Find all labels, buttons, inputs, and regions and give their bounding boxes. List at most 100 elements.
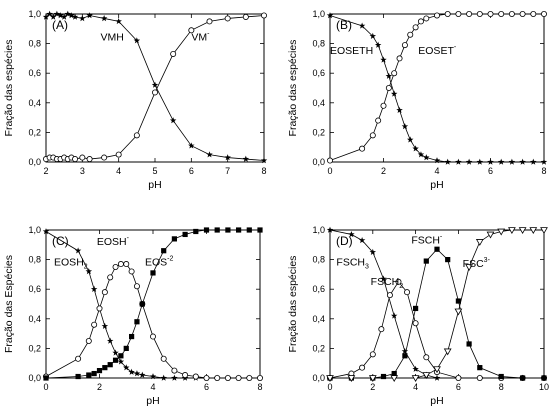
series-circle [43,12,267,163]
data-point-circle [417,18,424,25]
data-point-star [465,158,473,165]
data-point-square [391,370,397,377]
panel-label: (A) [52,18,68,32]
data-point-triangle-down [454,308,463,316]
x-tick-label: 6 [189,166,194,176]
data-point-star [86,12,93,19]
data-point-circle [326,157,333,164]
data-point-star [433,374,441,381]
x-tick-label: 6 [204,382,209,392]
plot-frame [45,13,265,163]
data-point-circle [235,374,242,381]
data-point-star [369,248,377,255]
data-point-square [257,227,263,233]
series-line [45,15,265,160]
data-point-square [107,362,113,368]
data-point-star [358,22,366,29]
data-point-star [423,154,430,161]
x-tick-label: 0 [327,166,332,176]
series-circle [326,278,548,381]
data-point-circle [541,10,548,17]
x-tick-label: 0 [327,382,332,392]
data-point-circle [91,321,98,328]
data-point-star [71,13,79,20]
y-tick-label: 0,6 [28,284,41,294]
data-point-star [358,236,366,244]
data-point-triangle-down [326,375,334,383]
y-tick-label: 0,2 [312,343,325,353]
data-point-triangle-down [443,348,452,356]
species-label: FSCH- [411,233,443,246]
data-point-star [100,15,108,22]
data-point-square [123,345,129,351]
y-axis-title: Fração das espécies [287,256,299,353]
data-point-circle [466,10,473,17]
series-triangle-down [326,227,548,383]
data-point-star [128,368,135,375]
y-tick-label: 0,8 [312,255,325,265]
data-point-square [423,258,429,264]
data-point-circle [133,132,140,139]
data-point-star [151,81,159,88]
data-point-star [133,37,141,44]
data-point-star [476,158,484,165]
panel-b: 0 2 4 6 8 0,0 0,2 0,4 0,6 0,8 1,0 pH Fração das espé… [287,9,548,191]
data-point-circle [171,367,178,374]
data-point-star [401,123,409,130]
x-axis-title: pH [430,179,443,191]
data-point-circle [79,154,86,161]
series-square [43,227,263,381]
data-point-square [171,236,177,242]
species-label: FSC3- [463,257,491,270]
x-tick-label: 4 [434,166,439,176]
data-point-square [150,270,156,276]
x-axis-title: pH [148,179,161,191]
plot-frame [329,229,545,379]
species-label: EOSH- [97,235,130,248]
data-point-triangle-down [465,264,473,272]
data-point-star [42,228,50,235]
data-point-circle [359,145,366,152]
series-circle [43,261,263,381]
data-point-circle [160,355,167,362]
data-point-circle [444,10,451,17]
data-point-square [225,227,231,233]
data-point-star [412,145,419,152]
species-label: FSCH3 [336,257,369,271]
data-point-square [86,372,92,378]
data-point-circle [391,70,398,77]
panel-d: 0 2 4 6 8 10 0,0 0,2 0,4 0,6 0,8 1,0 pH Fração das es… [287,225,549,407]
data-point-star [149,373,157,380]
x-tick-label: 7 [225,166,230,176]
series-star [42,10,268,164]
x-tick-label: 3 [80,166,85,176]
data-point-square [236,227,242,233]
data-point-triangle-down [540,227,548,235]
data-point-star [540,158,548,165]
data-point-triangle-down [433,366,441,374]
y-tick-label: 0,0 [28,373,41,383]
data-point-square [520,375,526,381]
data-point-triangle-down [368,375,377,383]
species-label: FSCH2 [371,276,404,290]
data-point-circle [395,278,402,285]
data-point-circle [214,374,221,381]
y-tick-label: 0,2 [28,343,41,353]
data-point-circle [412,320,419,327]
data-point-square [434,246,440,252]
data-point-circle [386,292,393,299]
y-tick-label: 0,6 [312,68,325,78]
data-point-star [115,18,122,25]
data-point-star [224,154,231,161]
data-point-circle [369,351,376,358]
data-point-star [90,285,98,292]
x-tick-label: 8 [261,166,266,176]
series-star [326,12,548,165]
data-point-circle [396,55,403,62]
data-point-square [43,375,49,381]
data-point-triangle-down [529,227,538,235]
data-point-square [203,227,210,233]
species-label: EOS-2 [145,256,174,269]
data-point-square [498,373,504,380]
data-point-square [182,231,188,238]
